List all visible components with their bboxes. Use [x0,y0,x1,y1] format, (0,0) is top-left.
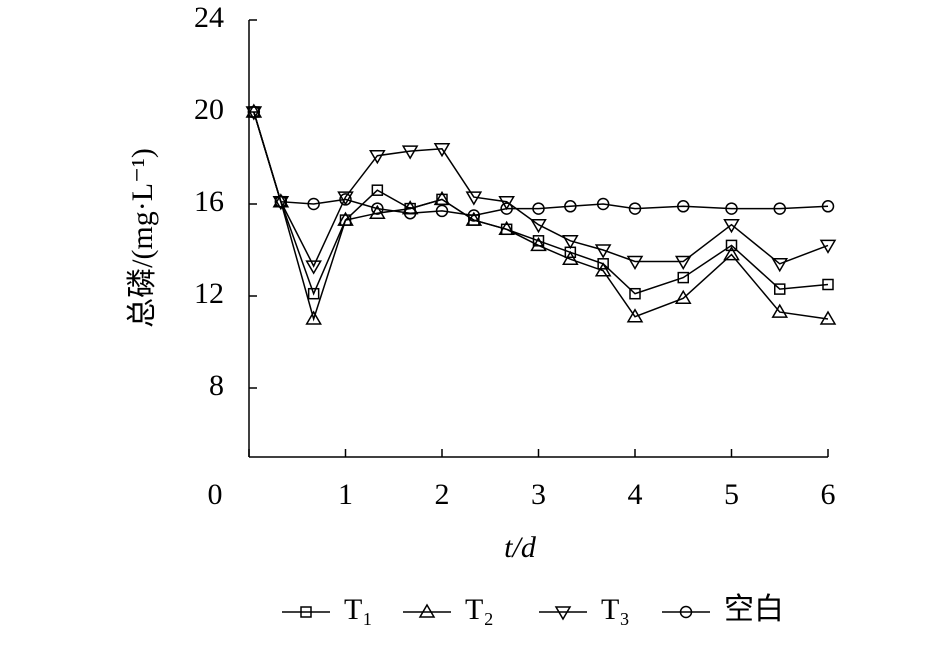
marker [465,191,483,206]
marker [530,218,547,234]
legend-label: 空白 [724,593,784,626]
legend-label: T₂ [465,593,494,626]
legend-item: T₁ [282,593,373,626]
marker [677,200,690,213]
marker [822,278,834,291]
x-tick-label: 5 [724,478,739,511]
marker [274,195,288,208]
marker [530,236,547,252]
marker [594,244,612,259]
marker [337,191,354,206]
marker [305,260,322,275]
marker [821,200,835,213]
marker [307,287,320,300]
x-tick-label: 1 [338,478,353,511]
series-markers [248,106,834,300]
marker [677,271,689,284]
marker [597,258,609,270]
marker [626,255,644,270]
marker [371,202,384,215]
y-axis-label: 总磷/(mg·L⁻¹) [126,148,159,328]
series-line [253,111,829,268]
x-tick-label: 4 [628,478,643,511]
marker [771,303,789,318]
marker [594,262,612,277]
marker [774,283,786,295]
marker [433,143,451,158]
marker [371,184,384,196]
series-line [253,111,829,322]
marker [532,235,545,247]
x-tick-label: 6 [821,478,836,511]
marker [725,202,738,215]
y-tick-label: 16 [194,185,224,218]
marker [725,239,738,252]
marker [369,149,386,165]
marker [628,202,642,215]
y-tick-label: 24 [194,1,224,34]
marker [307,197,320,211]
series-markers [245,103,837,325]
marker [401,145,419,160]
marker [674,289,692,305]
marker [596,197,610,211]
marker [500,202,513,215]
legend-label: T₃ [601,593,630,626]
y-tick-label: 20 [194,93,224,126]
marker [723,246,740,261]
marker [629,287,641,300]
y-tick-label: 8 [209,369,224,402]
marker [532,202,545,215]
series-markers [247,105,835,222]
marker [819,239,837,254]
marker [564,200,577,213]
y-tick-label: 12 [194,277,224,310]
marker [403,206,417,220]
marker [247,105,261,119]
marker [626,308,644,323]
marker [435,204,449,218]
marker [418,603,436,618]
marker [498,220,515,236]
marker [305,310,322,325]
marker [562,250,579,265]
marker [433,190,451,206]
marker [300,606,312,618]
marker [401,200,419,215]
marker [337,211,354,226]
marker [679,605,693,619]
series-markers [245,106,837,275]
marker [819,310,837,325]
x-tick-label: 0 [208,478,223,511]
legend-item: T₂ [403,593,494,626]
marker [498,195,515,211]
marker [339,193,352,206]
marker [467,209,481,222]
legend-label: T₁ [344,593,373,626]
marker [562,235,579,250]
marker [771,258,789,273]
marker [554,606,572,621]
marker [723,218,740,234]
legend-item: T₃ [539,593,630,626]
x-tick-label: 3 [531,478,546,511]
x-axis-label: t/d [504,531,537,564]
marker [773,202,786,215]
legend-item: 空白 [662,593,784,626]
x-tick-label: 2 [435,478,450,511]
marker [674,255,692,270]
